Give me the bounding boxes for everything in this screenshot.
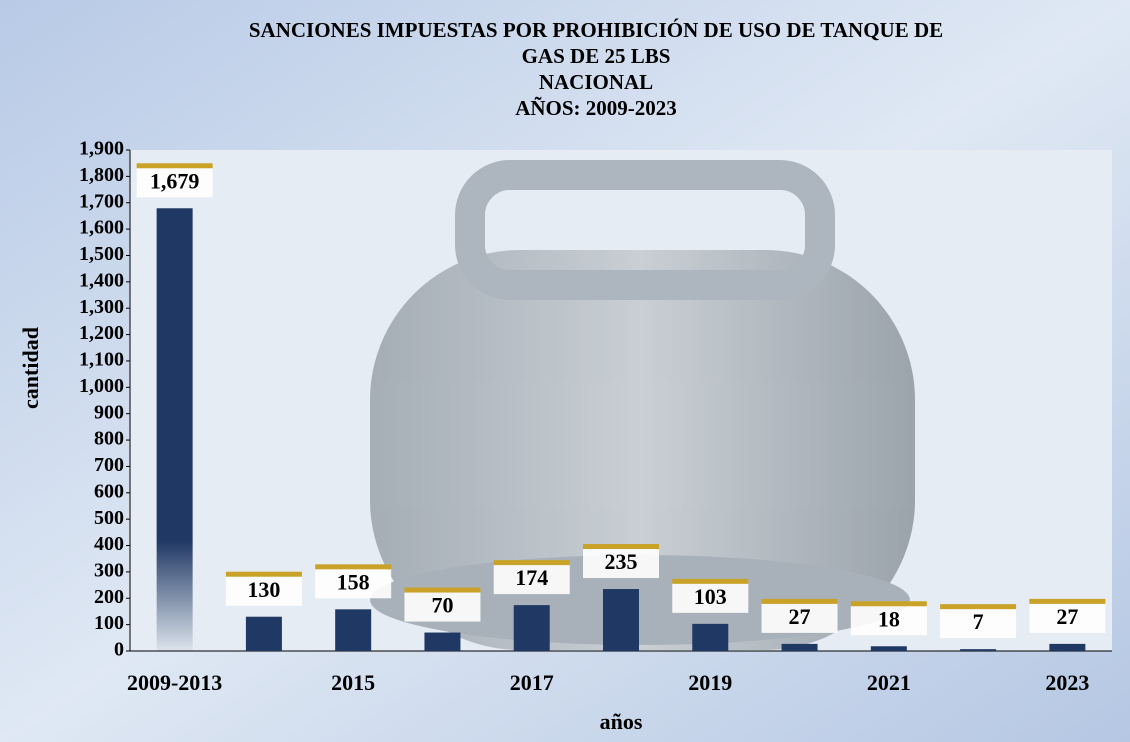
label-box bbox=[940, 608, 1017, 639]
label-box bbox=[225, 575, 302, 606]
x-tick-label: 2017 bbox=[510, 670, 554, 695]
data-label: 18 bbox=[878, 606, 900, 631]
bar bbox=[513, 605, 550, 651]
y-tick-label: 1,900 bbox=[79, 138, 124, 160]
bar bbox=[781, 643, 818, 651]
label-stripe bbox=[404, 587, 481, 593]
y-tick-label: 400 bbox=[94, 533, 124, 555]
data-label: 103 bbox=[694, 584, 727, 609]
x-tick-label: 2015 bbox=[331, 670, 375, 695]
label-box bbox=[672, 582, 749, 613]
chart-title: AÑOS: 2009-2023 bbox=[515, 96, 677, 120]
bar bbox=[335, 609, 372, 651]
y-tick-label: 100 bbox=[94, 612, 124, 634]
bar bbox=[1049, 643, 1086, 651]
data-label: 7 bbox=[973, 609, 984, 634]
y-tick-label: 1,600 bbox=[79, 217, 124, 239]
label-stripe bbox=[940, 604, 1017, 610]
label-stripe bbox=[761, 598, 838, 604]
label-stripe bbox=[315, 564, 392, 570]
label-box bbox=[761, 602, 838, 633]
data-label: 1,679 bbox=[150, 168, 200, 193]
label-stripe bbox=[583, 544, 659, 550]
label-box bbox=[404, 591, 481, 622]
label-stripe bbox=[493, 560, 570, 566]
x-tick-label: 2023 bbox=[1045, 670, 1089, 695]
bar bbox=[960, 649, 997, 651]
label-box bbox=[1029, 602, 1106, 633]
label-box bbox=[136, 167, 213, 198]
data-label: 174 bbox=[515, 565, 548, 590]
y-tick-label: 1,300 bbox=[79, 296, 124, 318]
x-tick-label: 2021 bbox=[867, 670, 911, 695]
label-stripe bbox=[136, 163, 213, 169]
bar bbox=[603, 589, 639, 651]
y-tick-label: 200 bbox=[94, 586, 124, 608]
y-tick-label: 600 bbox=[94, 480, 124, 502]
y-tick-label: 1,100 bbox=[79, 349, 124, 371]
y-tick-label: 900 bbox=[94, 401, 124, 423]
y-tick-label: 1,400 bbox=[79, 269, 124, 291]
y-tick-label: 1,500 bbox=[79, 243, 124, 265]
data-label: 235 bbox=[605, 549, 638, 574]
label-box bbox=[583, 548, 659, 579]
y-tick-label: 700 bbox=[94, 454, 124, 476]
chart-title: GAS DE 25 LBS bbox=[522, 44, 671, 68]
label-box bbox=[315, 568, 392, 599]
y-tick-label: 1,700 bbox=[79, 190, 124, 212]
bar bbox=[692, 623, 729, 651]
bar bbox=[245, 616, 282, 651]
y-axis-label: cantidad bbox=[18, 327, 43, 409]
label-stripe bbox=[850, 601, 927, 607]
label-stripe bbox=[1029, 598, 1106, 604]
bar bbox=[870, 646, 907, 651]
label-box bbox=[850, 605, 927, 636]
y-tick-label: 1,800 bbox=[79, 164, 124, 186]
y-tick-label: 1,000 bbox=[79, 375, 124, 397]
tank-image bbox=[370, 160, 915, 650]
x-tick-label: 2009-2013 bbox=[127, 670, 222, 695]
chart-title: SANCIONES IMPUESTAS POR PROHIBICIÓN DE U… bbox=[249, 18, 943, 42]
data-label: 27 bbox=[1056, 604, 1078, 629]
label-box bbox=[493, 564, 570, 595]
y-tick-label: 300 bbox=[94, 559, 124, 581]
data-label: 70 bbox=[431, 593, 453, 618]
y-tick-label: 1,200 bbox=[79, 322, 124, 344]
y-tick-label: 0 bbox=[114, 639, 124, 661]
data-label: 130 bbox=[247, 577, 280, 602]
y-tick-label: 500 bbox=[94, 507, 124, 529]
x-axis-label: años bbox=[600, 709, 643, 734]
data-label: 158 bbox=[337, 569, 370, 594]
bar bbox=[156, 208, 193, 651]
data-label: 27 bbox=[789, 604, 811, 629]
y-tick-label: 800 bbox=[94, 428, 124, 450]
label-stripe bbox=[672, 578, 749, 584]
label-stripe bbox=[225, 571, 302, 577]
chart-title: NACIONAL bbox=[539, 70, 653, 94]
x-tick-label: 2019 bbox=[688, 670, 732, 695]
bar bbox=[424, 632, 461, 651]
